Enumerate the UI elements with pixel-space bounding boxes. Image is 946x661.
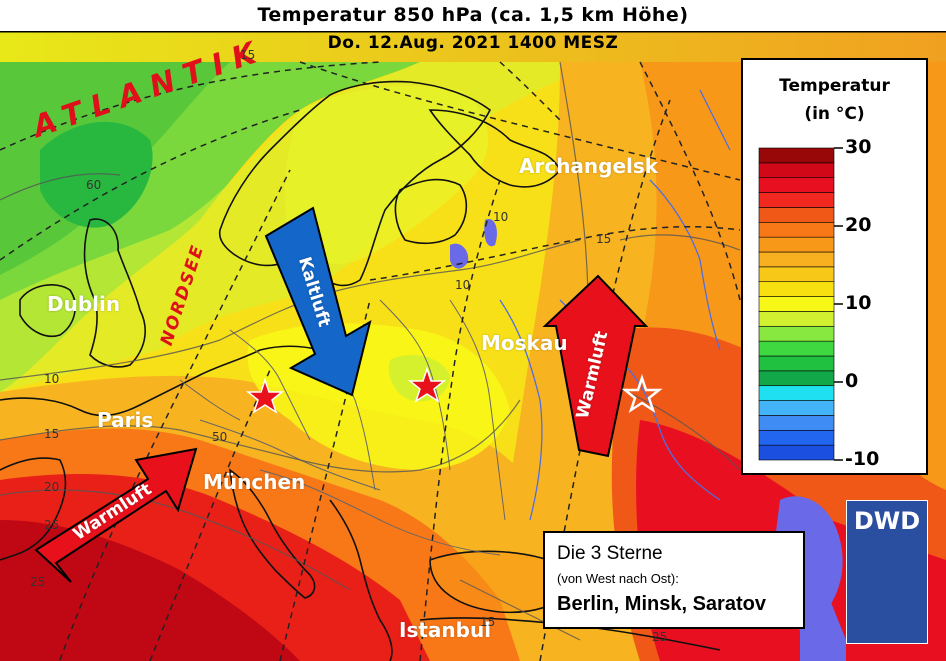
city-paris-label: Paris <box>97 408 154 432</box>
legend-swatch <box>758 221 835 238</box>
star-minsk <box>407 366 447 403</box>
legend-title: Temperatur (in °C) <box>743 72 926 128</box>
city-archangelsk-label: Archangelsk <box>519 154 659 178</box>
contour-value-label: 15 <box>596 232 612 246</box>
legend-swatch <box>758 281 835 297</box>
legend-title-line1: Temperatur <box>779 76 890 96</box>
legend-swatch <box>758 311 835 327</box>
legend-swatch <box>758 192 835 208</box>
legend-swatch <box>758 266 835 283</box>
contour-value-label: 25 <box>652 630 668 644</box>
legend-swatch <box>758 177 835 193</box>
legend-swatch <box>758 325 835 342</box>
contour-value-label: 15 <box>44 427 60 441</box>
contour-value-label: 20 <box>44 480 60 494</box>
infobox-cities: Berlin, Minsk, Saratov <box>557 593 766 615</box>
contour-value-label: 15 <box>240 48 256 62</box>
contour-value-label: 10 <box>44 372 60 386</box>
contour-value-label: 25 <box>44 518 60 532</box>
legend-tick-label: -10 <box>845 448 880 470</box>
legend-swatch <box>758 385 835 401</box>
contour-value-label: 60 <box>86 178 102 192</box>
dwd-logo: DWD <box>846 500 928 644</box>
contour-value-label: 10 <box>493 210 509 224</box>
legend-swatch <box>758 340 835 357</box>
legend-swatch <box>758 147 835 164</box>
legend-tick-label: 30 <box>845 136 872 158</box>
legend-swatch <box>758 251 835 268</box>
dwd-logo-text: DWD <box>853 507 921 535</box>
legend-swatch <box>758 370 835 387</box>
city-moskau-label: Moskau <box>481 331 568 355</box>
legend-swatch <box>758 236 835 253</box>
contour-value-label: 10 <box>455 278 471 292</box>
warmluft-west-arrow <box>34 447 198 583</box>
stars-infobox: Die 3 Sterne (von West nach Ost): Berlin… <box>543 531 805 629</box>
temperature-legend: Temperatur (in °C) 30 20 10 0 -10 <box>741 58 928 475</box>
legend-swatch <box>758 207 835 223</box>
legend-tick-label: 10 <box>845 292 872 314</box>
infobox-heading: Die 3 Sterne <box>557 543 663 564</box>
contour-value-label: 25 <box>30 575 46 589</box>
legend-swatch <box>758 355 835 372</box>
city-muenchen-label: München <box>203 470 306 494</box>
legend-swatch <box>758 415 835 431</box>
contour-value-label: 50 <box>212 430 228 444</box>
kaltluft-arrow <box>264 206 372 397</box>
title-strip <box>0 0 946 31</box>
legend-swatch <box>758 429 835 446</box>
legend-swatch <box>758 444 835 461</box>
legend-swatch <box>758 162 835 179</box>
legend-title-line2: (in °C) <box>804 104 865 124</box>
city-dublin-label: Dublin <box>47 292 121 316</box>
legend-swatch <box>758 400 835 416</box>
lake-ladoga <box>450 243 469 269</box>
legend-swatch <box>758 296 835 312</box>
star-saratov <box>621 374 663 413</box>
lake-onega <box>484 219 497 247</box>
contour-value-label: 15 <box>480 615 496 629</box>
warmluft-east-arrow <box>542 274 649 458</box>
star-berlin <box>245 377 285 414</box>
legend-tick-label: 0 <box>845 370 859 392</box>
infobox-note: (von West nach Ost): <box>557 571 679 586</box>
legend-color-bar <box>758 147 843 461</box>
legend-tick-label: 20 <box>845 214 872 236</box>
city-istanbul-label: Istanbul <box>399 618 492 642</box>
